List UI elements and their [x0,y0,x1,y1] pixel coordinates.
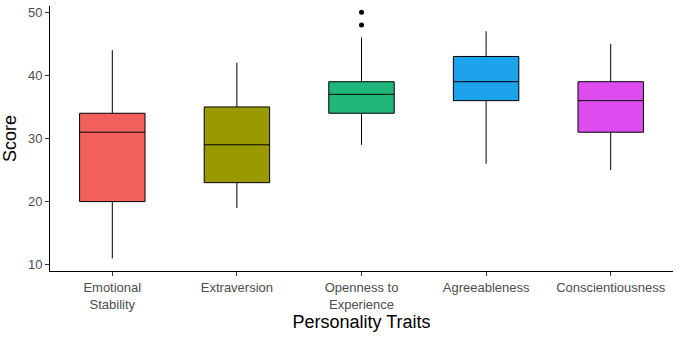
svg-text:Extraversion: Extraversion [201,280,273,295]
svg-text:Score: Score [0,115,20,162]
svg-text:40: 40 [28,68,42,83]
svg-text:Personality Traits: Personality Traits [292,312,430,332]
svg-text:10: 10 [28,257,42,272]
svg-text:Agreeableness: Agreeableness [443,280,530,295]
svg-text:Conscientiousness: Conscientiousness [556,280,666,295]
svg-text:Openness toExperience: Openness toExperience [325,280,399,312]
svg-text:50: 50 [28,5,42,20]
svg-text:20: 20 [28,194,42,209]
svg-text:EmotionalStability: EmotionalStability [83,280,141,312]
svg-text:30: 30 [28,131,42,146]
